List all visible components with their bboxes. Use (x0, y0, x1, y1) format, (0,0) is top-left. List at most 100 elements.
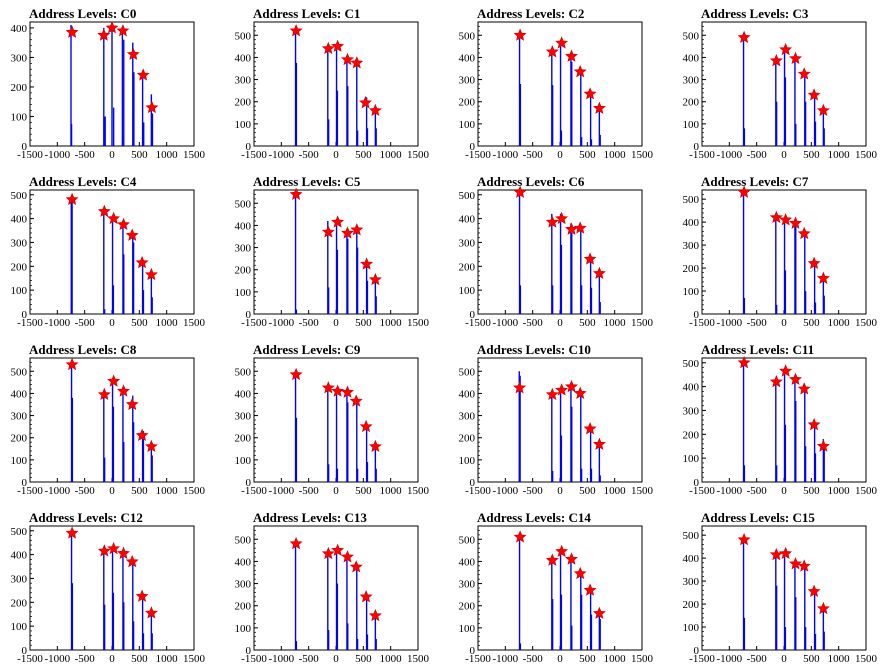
y-tick-label: 0 (22, 309, 28, 321)
peak-marker (331, 39, 345, 52)
peak-marker (583, 422, 597, 435)
peak-marker (555, 383, 569, 396)
x-tick-label: 0 (781, 485, 787, 497)
y-tick-label: 0 (22, 645, 28, 657)
x-tick-label: 1500 (855, 485, 878, 497)
x-tick-label: -1000 (492, 485, 518, 497)
x-tick-label: 0 (557, 149, 563, 161)
y-tick-label: 0 (246, 477, 252, 489)
chart-title: Address Levels: C12 (29, 510, 143, 525)
peak-marker (341, 52, 354, 66)
y-tick-label: 400 (459, 556, 476, 568)
x-tick-label: -1500 (689, 653, 715, 665)
y-tick-label: 500 (683, 530, 700, 542)
peak-marker (359, 96, 372, 109)
peak-marker (125, 397, 139, 411)
peak-marker (779, 42, 793, 56)
y-tick-label: 400 (11, 214, 28, 226)
y-tick-label: 0 (246, 141, 252, 153)
y-tick-label: 200 (459, 261, 476, 273)
chart-title: Address Levels: C5 (253, 174, 361, 189)
y-tick-label: 300 (683, 405, 700, 417)
x-tick-label: 0 (109, 485, 115, 497)
peak-marker (816, 271, 830, 284)
x-tick-label: 1000 (380, 149, 403, 161)
x-tick-label: 1000 (604, 485, 627, 497)
peak-marker (341, 550, 354, 563)
y-tick-label: 300 (235, 243, 252, 255)
peak-marker (321, 546, 335, 560)
peak-marker (289, 187, 303, 200)
peak-marker (573, 566, 587, 580)
peak-marker (737, 533, 751, 546)
peak-marker (107, 541, 121, 555)
peak-marker (737, 356, 751, 369)
x-tick-label: -500 (75, 485, 96, 497)
x-tick-label: 500 (355, 149, 372, 161)
y-tick-label: 0 (694, 309, 700, 321)
x-tick-label: -1500 (241, 317, 267, 329)
x-tick-label: -1000 (268, 317, 294, 329)
x-tick-label: -500 (747, 149, 768, 161)
peak-marker (331, 384, 345, 397)
x-tick-label: 0 (333, 653, 339, 665)
y-tick-label: 100 (11, 621, 28, 633)
x-tick-label: -1000 (716, 485, 742, 497)
y-tick-label: 300 (683, 240, 700, 252)
x-tick-label: -1500 (17, 485, 43, 497)
x-tick-label: 0 (781, 653, 787, 665)
y-tick-label: 200 (11, 261, 28, 273)
peak-marker (65, 357, 79, 371)
y-tick-label: 200 (459, 433, 476, 445)
x-tick-label: -1500 (241, 485, 267, 497)
x-tick-label: 1500 (631, 317, 654, 329)
peak-marker (592, 266, 606, 279)
chart-panel: Address Levels: C90100200300400500-1500-… (235, 342, 430, 497)
chart-panel: Address Levels: C13 0 100 200 300 400 500 -1500… (235, 510, 430, 665)
x-tick-label: 1000 (380, 653, 403, 665)
y-tick-label: 200 (11, 82, 28, 94)
peak-marker (117, 384, 130, 397)
x-tick-label: 1000 (604, 653, 627, 665)
peak-marker (769, 210, 783, 224)
x-tick-label: -1000 (268, 653, 294, 665)
x-tick-label: -1000 (268, 485, 294, 497)
chart-panel: Address Levels: C60100200300400500-1500-… (459, 174, 654, 329)
x-tick-label: -1500 (465, 149, 491, 161)
y-tick-label: 200 (235, 433, 252, 445)
x-tick-label: -1500 (465, 317, 491, 329)
x-tick-label: 1500 (631, 485, 654, 497)
x-tick-label: -500 (747, 485, 768, 497)
x-tick-label: -1000 (268, 149, 294, 161)
peak-marker (789, 372, 802, 385)
peak-marker (789, 557, 802, 570)
y-tick-label: 500 (11, 526, 28, 538)
peak-marker (545, 387, 559, 401)
peak-marker (565, 49, 578, 62)
peak-marker (125, 228, 139, 241)
x-tick-label: 500 (579, 317, 596, 329)
y-tick-label: 0 (470, 645, 476, 657)
y-tick-label: 100 (11, 455, 28, 467)
y-tick-label: 300 (11, 237, 28, 249)
y-tick-label: 0 (246, 309, 252, 321)
y-tick-label: 100 (683, 286, 700, 298)
peak-marker (779, 364, 793, 377)
x-tick-label: 500 (355, 485, 372, 497)
x-tick-label: 1500 (407, 317, 430, 329)
x-tick-label: -1500 (465, 653, 491, 665)
x-tick-label: 1000 (156, 317, 179, 329)
x-tick-label: 500 (131, 485, 148, 497)
peak-marker (117, 217, 130, 231)
x-tick-label: 1000 (828, 317, 851, 329)
peak-marker (583, 252, 597, 265)
x-tick-label: -1000 (716, 653, 742, 665)
y-tick-label: 0 (694, 141, 700, 153)
peak-marker (737, 30, 751, 44)
x-tick-label: 500 (803, 149, 820, 161)
y-tick-label: 400 (683, 553, 700, 565)
x-tick-label: 0 (333, 485, 339, 497)
peak-marker (565, 380, 578, 393)
y-tick-label: 200 (235, 601, 252, 613)
x-tick-label: 1500 (855, 149, 878, 161)
